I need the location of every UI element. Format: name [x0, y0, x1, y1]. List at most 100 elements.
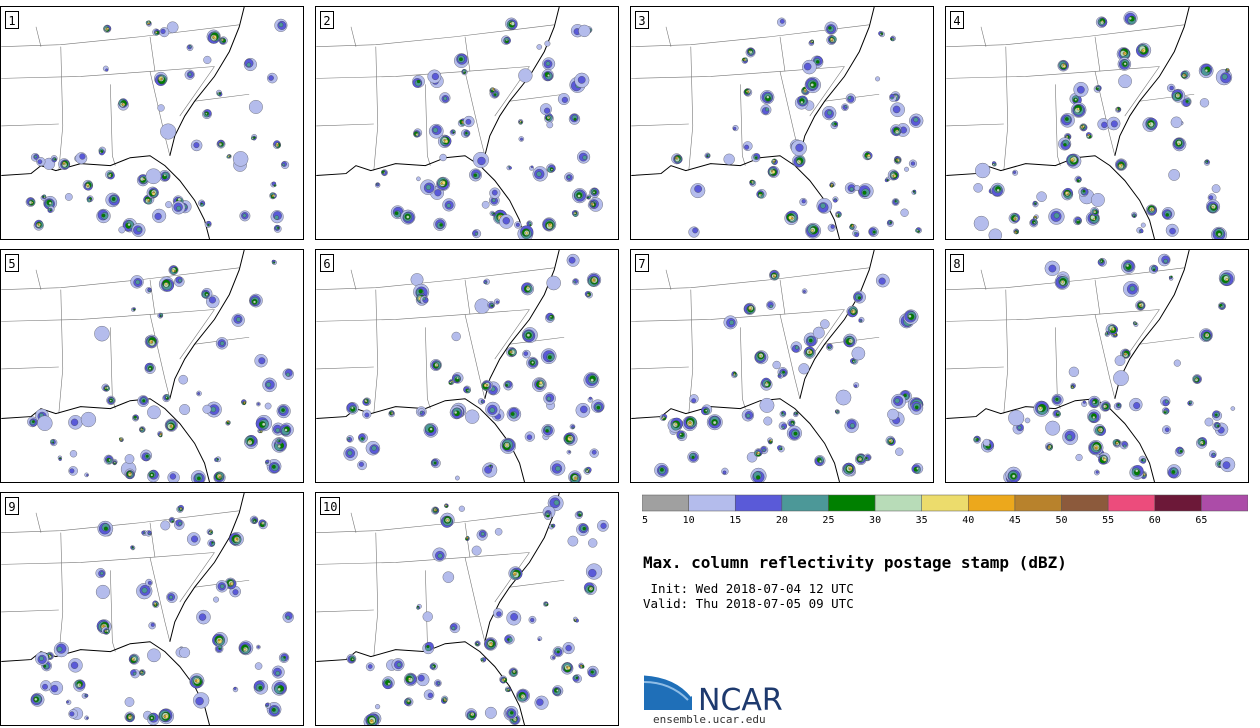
state-border: [1094, 314, 1116, 399]
state-border: [1139, 336, 1195, 345]
echo-cell: [1128, 16, 1132, 20]
echo-cell: [277, 444, 281, 449]
echo-cell: [820, 203, 826, 209]
echo-cell: [261, 522, 264, 525]
echo-cell: [1116, 108, 1119, 111]
echo-cell: [42, 683, 48, 690]
echo-cell: [451, 331, 461, 342]
panel-9: 9: [0, 492, 304, 726]
echo-cell: [904, 166, 909, 172]
echo-cell: [589, 587, 592, 590]
echo-cell: [852, 360, 855, 363]
echo-cell: [765, 107, 770, 112]
echo-cell: [477, 156, 486, 166]
echo-cell: [278, 22, 284, 28]
echo-cell: [836, 215, 839, 217]
echo-cell: [1014, 231, 1017, 234]
echo-cell: [159, 433, 162, 436]
colorbar-tick-label: 10: [683, 515, 695, 524]
echo-cell: [769, 439, 772, 442]
echo-cell: [194, 679, 198, 683]
echo-cell: [780, 448, 783, 451]
echo-cell: [519, 121, 521, 124]
colorbar-tick-label: 25: [822, 515, 834, 524]
echo-cell: [265, 461, 269, 465]
echo-cell: [546, 275, 561, 291]
echo-cell: [486, 384, 489, 386]
echo-cell: [264, 402, 272, 410]
state-border: [1124, 309, 1160, 360]
echo-cell: [69, 450, 78, 458]
echo-cell: [759, 397, 775, 413]
echo-cell: [1141, 459, 1144, 462]
echo-cell: [1117, 403, 1120, 406]
echo-cell: [810, 83, 814, 87]
echo-cell: [859, 320, 862, 323]
echo-cell: [484, 706, 497, 719]
echo-cell: [1104, 405, 1108, 408]
echo-cell: [496, 611, 502, 617]
echo-cell: [1165, 213, 1170, 217]
reflectivity-map: [1, 250, 294, 482]
echo-cell: [437, 553, 443, 559]
echo-cell: [48, 654, 51, 657]
echo-cell: [69, 711, 75, 717]
echo-cell: [505, 443, 509, 447]
echo-cell: [808, 351, 811, 354]
echo-cell: [492, 87, 495, 90]
echo-cell: [282, 163, 286, 167]
echo-cell: [1201, 442, 1204, 445]
state-border: [464, 557, 486, 642]
echo-cell: [273, 184, 276, 187]
echo-cell: [489, 464, 492, 467]
state-border: [631, 24, 870, 47]
echo-cell: [365, 400, 368, 403]
echo-cell: [1126, 264, 1130, 268]
colorbar-tick-label: 15: [729, 515, 741, 524]
echo-cell: [536, 171, 542, 177]
echo-cell: [150, 622, 155, 627]
state-border: [316, 552, 530, 565]
site-url: ensemble.ucar.edu: [653, 713, 766, 726]
echo-cell: [493, 93, 497, 97]
echo-cell: [1071, 386, 1074, 389]
colorbar-swatch: [1107, 494, 1156, 512]
echo-cell: [253, 520, 256, 523]
echo-cell: [706, 155, 709, 158]
echo-cell: [1014, 217, 1017, 220]
echo-cell: [811, 229, 814, 232]
echo-cell: [148, 532, 151, 535]
echo-cell: [550, 168, 553, 171]
echo-cell: [449, 381, 452, 384]
state-border: [946, 24, 1185, 47]
state-border: [946, 267, 1185, 290]
state-border: [1, 66, 215, 79]
reflectivity-map: [631, 7, 924, 239]
echo-cell: [782, 370, 786, 374]
echo-cell: [1095, 470, 1099, 474]
echo-cell: [1221, 73, 1228, 80]
echo-cell: [1212, 453, 1216, 456]
state-border: [373, 289, 379, 414]
echo-cell: [1111, 328, 1114, 331]
state-border: [464, 279, 471, 315]
echo-cell: [150, 340, 153, 344]
echo-cell: [1113, 370, 1129, 386]
echo-cell: [849, 467, 852, 471]
echo-cell: [828, 26, 832, 30]
state-border: [179, 552, 215, 603]
echo-cell: [1048, 445, 1051, 448]
echo-cell: [510, 613, 518, 621]
echo-cell: [440, 182, 443, 185]
echo-cell: [243, 402, 246, 405]
echo-cell: [508, 165, 511, 168]
state-border: [316, 66, 530, 79]
echo-cell: [530, 165, 534, 169]
echo-cell: [849, 423, 855, 429]
echo-cell: [484, 281, 487, 284]
echo-cell: [37, 415, 53, 431]
echo-cell: [1124, 353, 1127, 356]
echo-cell: [150, 716, 154, 720]
echo-cell: [887, 408, 899, 421]
echo-cell: [208, 531, 211, 534]
